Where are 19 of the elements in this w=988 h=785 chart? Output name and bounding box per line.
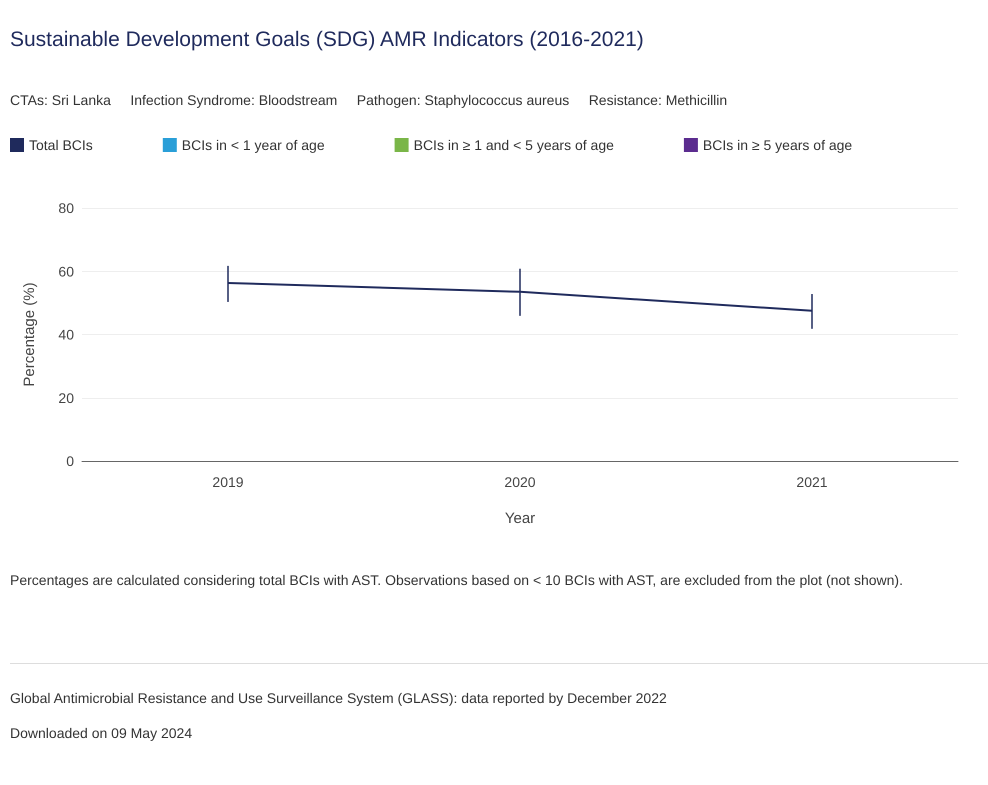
legend-label: BCIs in < 1 year of age [182, 137, 325, 153]
chart-title: Sustainable Development Goals (SDG) AMR Indicators (2016-2021) [10, 28, 644, 52]
x-axis-title: Year [504, 510, 536, 527]
y-tick-label: 0 [66, 453, 74, 469]
text: Global Antimicrobial Resistance and Use Surveillance System (GLASS): data reported by December 2022 [10, 690, 667, 706]
legend-label: BCIs in ≥ 5 years of age [702, 137, 852, 153]
x-tick-label: 2021 [796, 474, 828, 490]
y-axis-title: Percentage (%) [21, 282, 38, 387]
y-tick-label: 40 [58, 326, 74, 342]
y-tick-label: 80 [58, 200, 74, 216]
text: Downloaded on 09 May 2024 [10, 725, 192, 741]
text: Percentages are calculated considering total BCIs with AST. Observations based on < 10 BCIs with AST, are excluded from the plot (not shown). [10, 571, 904, 590]
legend-label: Total BCIs [29, 137, 93, 153]
x-tick-label: 2019 [212, 474, 244, 490]
y-tick-label: 20 [58, 390, 74, 406]
chart-subtitle: CTAs: Sri Lanka Infection Syndrome: Bloodstream Pathogen: Staphylococcus aureus Resistance: Methicillin [10, 92, 728, 108]
y-tick-label: 60 [58, 263, 74, 280]
x-tick-label: 2020 [504, 474, 536, 490]
legend-label: BCIs in ≥ 1 and < 5 years of age [414, 137, 614, 153]
